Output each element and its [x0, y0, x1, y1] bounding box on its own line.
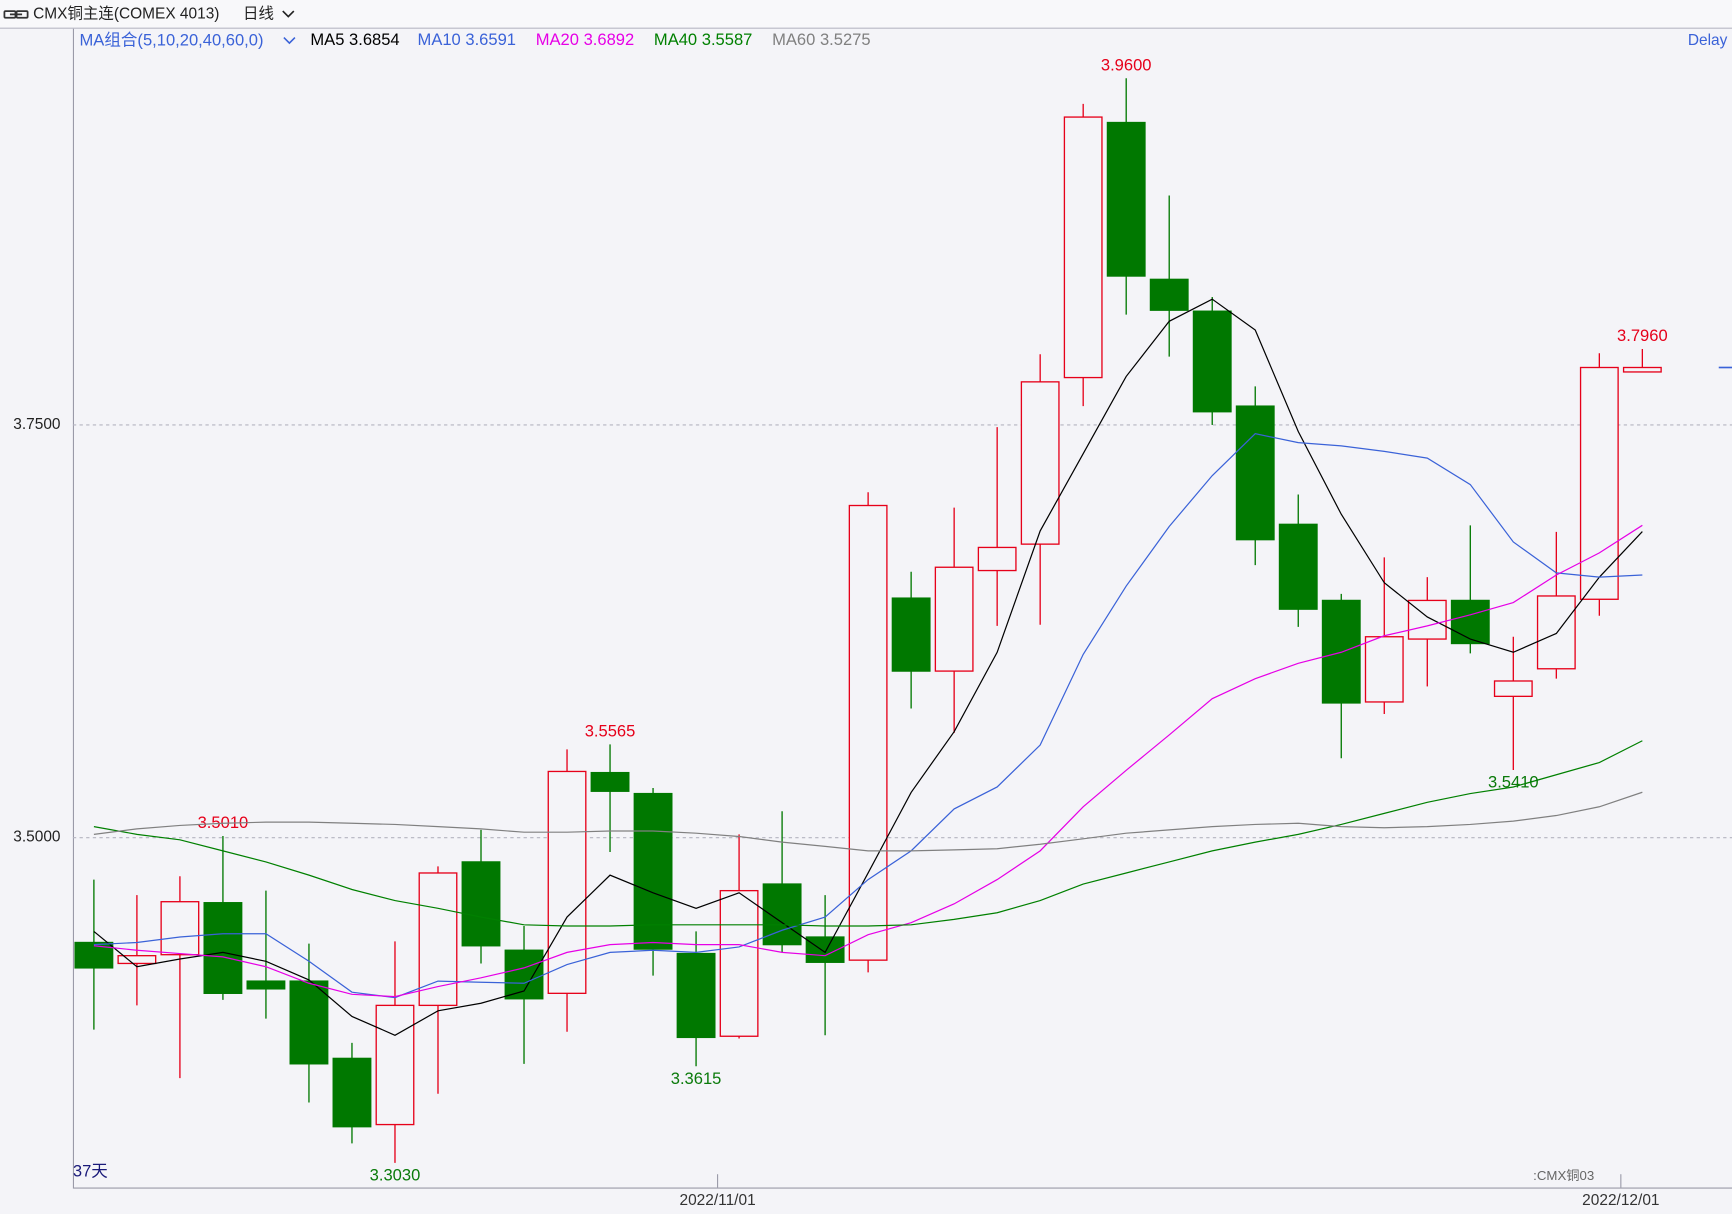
- ma-group-chevron[interactable]: [283, 37, 296, 45]
- low-value-label: 3.3030: [370, 1165, 421, 1184]
- candle-body: [203, 902, 243, 994]
- candle-body: [1063, 116, 1103, 379]
- link-icon[interactable]: [3, 10, 29, 19]
- candle-body: [289, 980, 329, 1065]
- legend-entry: MA10 3.6591: [418, 30, 516, 49]
- candle-body: [848, 504, 888, 961]
- period-selector[interactable]: 日线: [243, 4, 274, 22]
- candle-body: [1364, 636, 1404, 703]
- candle-body: [977, 546, 1017, 572]
- candle-body: [891, 597, 931, 672]
- ma-line: [93, 524, 1643, 998]
- ma-line: [93, 740, 1643, 927]
- candle-body: [1278, 523, 1318, 610]
- contract-label: :CMX铜03: [1533, 1168, 1594, 1183]
- y-tick-label: 3.7500: [13, 416, 60, 433]
- candle-body: [1493, 680, 1533, 698]
- day-count-label: 37天: [73, 1161, 108, 1180]
- candle-body: [117, 955, 157, 965]
- legend-name: MA20: [536, 30, 579, 49]
- candle-body: [1579, 366, 1619, 600]
- legend-value: 3.6591: [465, 30, 516, 49]
- candle-body: [633, 792, 673, 950]
- legend-value: 3.6854: [349, 30, 400, 49]
- legend-name: MA40: [654, 30, 697, 49]
- high-value-label: 3.5565: [585, 722, 636, 741]
- legend-name: MA10: [418, 30, 461, 49]
- candle-body: [1622, 366, 1662, 373]
- candle-body: [332, 1057, 372, 1128]
- y-tick-label: 3.5000: [13, 829, 60, 846]
- candle-body: [1020, 381, 1060, 545]
- candle-body: [418, 872, 458, 1007]
- x-tick-label: 2022/11/01: [679, 1192, 755, 1209]
- legend-value: 3.6892: [584, 30, 635, 49]
- legend-entry: MA20 3.6892: [536, 30, 634, 49]
- ma-line: [93, 298, 1643, 1036]
- high-value-label: 3.7960: [1617, 326, 1668, 345]
- instrument-title: CMX铜主连(COMEX 4013): [33, 4, 219, 22]
- low-value-label: 3.3615: [671, 1069, 722, 1088]
- high-value-label: 3.9600: [1101, 55, 1152, 74]
- low-value-label: 3.5410: [1488, 773, 1539, 792]
- candle-body: [160, 901, 200, 956]
- candle-body: [1149, 278, 1189, 311]
- legend-entry: MA40 3.5587: [654, 30, 752, 49]
- legend-value: 3.5275: [820, 30, 871, 49]
- legend-name: MA60: [772, 30, 815, 49]
- x-tick-label: 2022/12/01: [1582, 1192, 1659, 1209]
- candle-body: [1106, 121, 1146, 277]
- candle-body: [547, 770, 587, 994]
- ma-line: [93, 791, 1643, 852]
- candle-body: [719, 889, 759, 1037]
- candle-body: [1536, 595, 1576, 670]
- candle-body: [590, 771, 630, 792]
- ma-line: [93, 433, 1643, 999]
- delay-status: Delay: [1688, 32, 1728, 49]
- candle-body: [1450, 599, 1490, 645]
- candle-body: [1235, 405, 1275, 541]
- legend-value: 3.5587: [702, 30, 753, 49]
- candles: [74, 78, 1662, 1163]
- candle-body: [461, 861, 501, 947]
- header-bar: [0, 0, 1732, 28]
- candle-body: [246, 980, 286, 990]
- candle-body: [1192, 310, 1232, 413]
- period-chevron[interactable]: [282, 10, 295, 18]
- legend-entry: MA60 3.5275: [772, 30, 870, 49]
- ma-group-selector[interactable]: MA组合(5,10,20,40,60,0): [80, 30, 264, 49]
- legend-entry: MA5 3.6854: [310, 30, 399, 49]
- candle-body: [375, 1004, 415, 1126]
- candle-body: [676, 952, 716, 1039]
- legend-name: MA5: [310, 30, 344, 49]
- candle-body: [934, 566, 974, 672]
